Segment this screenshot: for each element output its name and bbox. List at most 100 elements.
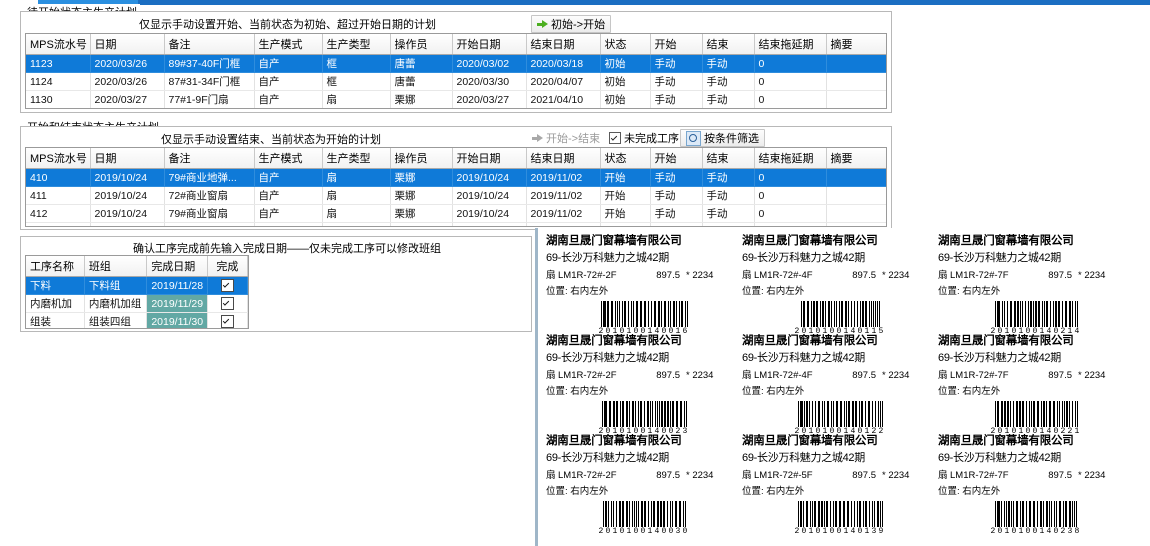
procedure-done-checkbox[interactable] [220,315,234,328]
cell-1-7[interactable]: 2019/11/02 [526,186,601,205]
cell-1-4[interactable]: 扇 [322,186,391,205]
cell-1-4[interactable]: 框 [322,72,391,91]
cell-2-6[interactable]: 2020/03/27 [452,90,527,108]
column-header-3[interactable]: 生产模式 [254,148,323,169]
column-header-9[interactable]: 开始 [650,34,703,55]
cell-2-8[interactable]: 开始 [600,204,651,223]
cell-1-9[interactable]: 手动 [650,72,703,91]
cell-2-0[interactable]: 1130 [26,90,91,108]
column-header-6[interactable]: 开始日期 [452,148,527,169]
cell-2-11[interactable]: 0 [754,204,827,223]
cell-3-0[interactable]: 414 [26,222,91,226]
cell-2-1[interactable]: 2020/03/27 [90,90,165,108]
column-header-10[interactable]: 结束 [702,34,755,55]
procedure-row[interactable]: 内磨机加 内磨机加组 2019/11/29 [26,294,248,313]
init-to-start-button[interactable]: 初始->开始 [531,15,612,33]
unfinished-process-toggle[interactable]: 未完成工序 [603,129,685,147]
column-header-12[interactable]: 摘要 [826,34,886,55]
procedure-name[interactable]: 内磨机加 [26,294,85,313]
column-header-8[interactable]: 状态 [600,34,651,55]
cell-1-2[interactable]: 87#31-34F门框 [164,72,255,91]
cell-0-11[interactable]: 0 [754,168,827,187]
start-to-finish-button[interactable]: 开始->结束 [526,129,606,147]
cell-2-5[interactable]: 栗娜 [390,204,453,223]
cell-2-12[interactable] [826,204,886,223]
procedure-team[interactable]: 下料组 [84,276,148,295]
cell-3-6[interactable]: 2019/07/05 [452,222,527,226]
column-header-8[interactable]: 状态 [600,148,651,169]
cell-0-12[interactable] [826,168,886,187]
column-header-0[interactable]: MPS流水号 [26,34,91,55]
column-header-10[interactable]: 结束 [702,148,755,169]
cell-3-10[interactable]: 手动 [702,222,755,226]
cell-2-0[interactable]: 412 [26,204,91,223]
column-header-11[interactable]: 结束拖延期 [754,148,827,169]
cell-0-0[interactable]: 410 [26,168,91,187]
cell-2-7[interactable]: 2021/04/10 [526,90,601,108]
cell-0-10[interactable]: 手动 [702,168,755,187]
procedure-row[interactable]: 组装 组装四组 2019/11/30 [26,312,248,328]
cell-2-9[interactable]: 手动 [650,204,703,223]
started-plans-grid[interactable]: MPS流水号 日期 备注 生产模式 生产类型 操作员 开始日期 结束日期 状态 开始 结束 结束拖延期… [25,147,887,227]
cell-1-8[interactable]: 初始 [600,72,651,91]
cell-0-9[interactable]: 手动 [650,168,703,187]
cell-2-4[interactable]: 扇 [322,90,391,108]
procedure-column-header-0[interactable]: 工序名称 [26,256,85,277]
cell-1-10[interactable]: 手动 [702,72,755,91]
procedure-finish-date[interactable]: 2019/11/30 [146,312,208,328]
procedure-grid[interactable]: 工序名称 班组 完成日期 完成 下料 下料组 2019/11/28 内磨机加 内磨机加组 2019… [25,255,249,329]
cell-0-10[interactable]: 手动 [702,54,755,73]
cell-1-0[interactable]: 411 [26,186,91,205]
pending-plans-grid[interactable]: MPS流水号 日期 备注 生产模式 生产类型 操作员 开始日期 结束日期 状态 开始 结束 结束拖延期… [25,33,887,109]
procedure-column-header-2[interactable]: 完成日期 [146,256,208,277]
cell-0-2[interactable]: 79#商业地弹... [164,168,255,187]
cell-2-6[interactable]: 2019/10/24 [452,204,527,223]
cell-3-12[interactable] [826,222,886,226]
cell-2-12[interactable] [826,90,886,108]
cell-1-8[interactable]: 开始 [600,186,651,205]
procedure-done-cell[interactable] [207,276,248,295]
filter-by-condition-button[interactable]: 按条件筛选 [680,129,765,147]
table-row[interactable]: 411 2019/10/24 72#商业窗扇 自产扇栗娜 2019/10/24 2019/… [26,186,886,205]
procedure-done-cell[interactable] [207,294,248,313]
cell-2-8[interactable]: 初始 [600,90,651,108]
cell-2-3[interactable]: 自产 [254,204,323,223]
cell-1-10[interactable]: 手动 [702,186,755,205]
cell-3-11[interactable]: 0 [754,222,827,226]
procedure-done-checkbox[interactable] [220,279,234,292]
cell-2-10[interactable]: 手动 [702,204,755,223]
procedure-finish-date[interactable]: 2019/11/29 [146,294,208,313]
procedure-name[interactable]: 下料 [26,276,85,295]
label-print-preview-panel[interactable]: 湖南旦晟门窗幕墙有限公司 69-长沙万科魅力之城42期扇 LM1R-72#-2F 89… [535,228,1150,546]
table-row[interactable]: 1130 2020/03/27 77#1-9F门扇 自产扇栗娜 2020/03/27 20… [26,90,886,108]
cell-2-5[interactable]: 栗娜 [390,90,453,108]
cell-2-7[interactable]: 2019/11/02 [526,204,601,223]
cell-0-12[interactable] [826,54,886,73]
cell-2-1[interactable]: 2019/10/24 [90,204,165,223]
column-header-7[interactable]: 结束日期 [526,34,601,55]
cell-0-11[interactable]: 0 [754,54,827,73]
cell-0-7[interactable]: 2019/11/02 [526,168,601,187]
cell-0-3[interactable]: 自产 [254,168,323,187]
column-header-4[interactable]: 生产类型 [322,148,391,169]
cell-1-7[interactable]: 2020/04/07 [526,72,601,91]
procedure-team[interactable]: 内磨机加组 [84,294,148,313]
procedure-done-cell[interactable] [207,312,248,328]
procedure-team[interactable]: 组装四组 [84,312,148,328]
procedure-name[interactable]: 组装 [26,312,85,328]
cell-2-11[interactable]: 0 [754,90,827,108]
cell-0-7[interactable]: 2020/03/18 [526,54,601,73]
column-header-5[interactable]: 操作员 [390,148,453,169]
cell-1-11[interactable]: 0 [754,186,827,205]
cell-0-6[interactable]: 2019/10/24 [452,168,527,187]
cell-2-10[interactable]: 手动 [702,90,755,108]
column-header-6[interactable]: 开始日期 [452,34,527,55]
column-header-1[interactable]: 日期 [90,148,165,169]
cell-0-4[interactable]: 框 [322,54,391,73]
table-row[interactable]: 4142019/10/2473#1F门扇窗扇自产扇栗娜2019/07/05201… [26,222,886,226]
cell-0-8[interactable]: 开始 [600,168,651,187]
procedure-done-checkbox[interactable] [220,297,234,310]
cell-2-2[interactable]: 79#商业窗扇 [164,204,255,223]
cell-0-6[interactable]: 2020/03/02 [452,54,527,73]
column-header-5[interactable]: 操作员 [390,34,453,55]
